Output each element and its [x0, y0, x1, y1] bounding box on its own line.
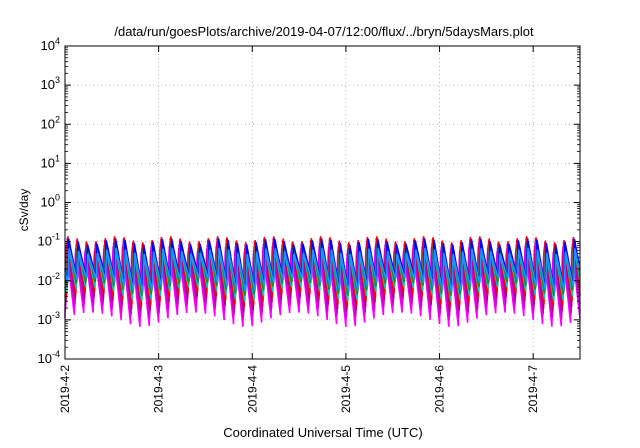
x-tick-label: 2019-4-2	[58, 365, 72, 413]
x-tick-label: 2019-4-3	[152, 365, 166, 413]
y-axis-label: cSv/day	[17, 189, 31, 232]
y-tick-label: 10-3	[38, 310, 60, 327]
x-tick-label: 2019-4-6	[433, 365, 447, 413]
y-tick-label: 102	[41, 114, 60, 131]
y-tick-label: 10-4	[38, 349, 60, 366]
y-tick-label: 100	[41, 193, 60, 210]
plot-frame	[64, 45, 581, 360]
chart-title: /data/run/goesPlots/archive/2019-04-07/1…	[114, 24, 534, 39]
x-tick-label: 2019-4-4	[245, 365, 259, 413]
x-tick-label: 2019-4-5	[339, 365, 353, 413]
y-axis: 10-4 10-3 10-2 10-1 100 101 102 103 104	[38, 36, 580, 366]
x-tick-label: 2019-4-7	[526, 365, 540, 413]
series-group	[64, 236, 581, 327]
grid	[65, 46, 580, 359]
y-tick-label: 10-1	[38, 232, 60, 249]
x-axis: 2019-4-2 2019-4-3 2019-4-4 2019-4-5 2019-4-6…	[58, 46, 540, 413]
data-series-line	[64, 247, 581, 293]
y-tick-label: 10-2	[38, 271, 60, 288]
y-tick-label: 101	[41, 153, 60, 170]
y-tick-label: 103	[41, 75, 60, 92]
x-axis-label: Coordinated Universal Time (UTC)	[223, 425, 422, 440]
y-tick-label: 104	[41, 36, 60, 53]
